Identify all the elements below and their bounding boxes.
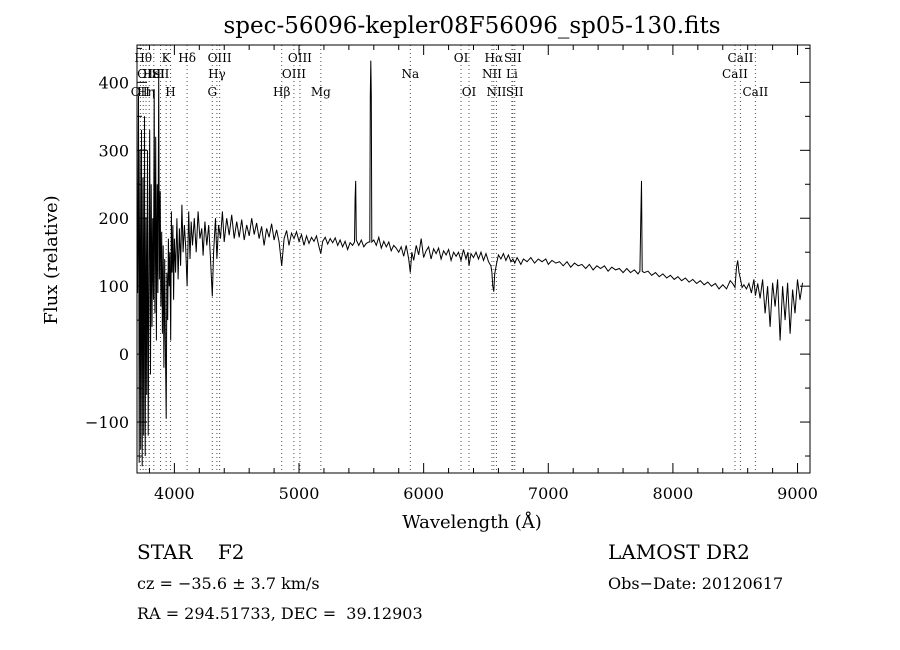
spectral-line-markers: OIIHθHηOIIIHeISIIKHHδGHγOIIIHβOIIIOIIIMg… — [131, 45, 769, 473]
line-label-21: NII — [486, 85, 506, 99]
line-label-7: H — [165, 85, 175, 99]
line-label-10: Hγ — [208, 67, 226, 81]
plot-frame — [136, 44, 811, 474]
line-label-19: NII — [482, 67, 502, 81]
y-tick-label-4: 300 — [98, 141, 129, 160]
y-tick-label-1: 0 — [119, 345, 129, 364]
line-label-14: OIII — [288, 51, 312, 65]
line-label-12: Hβ — [273, 85, 290, 99]
object-type: STAR F2 — [137, 540, 245, 564]
line-label-8: Hδ — [178, 51, 196, 65]
line-label-15: Mg — [311, 85, 331, 99]
line-label-23: SII — [504, 51, 522, 65]
line-label-13: OIII — [282, 67, 306, 81]
line-label-4: HeI — [143, 67, 166, 81]
line-label-2: Hη — [137, 85, 155, 99]
line-label-11: OIII — [208, 51, 232, 65]
line-label-18: OI — [462, 85, 477, 99]
line-label-26: CaII — [728, 51, 754, 65]
line-label-17: OI — [454, 51, 469, 65]
line-label-20: Hα — [485, 51, 504, 65]
line-label-22: Li — [506, 67, 518, 81]
x-tick-label-2: 6000 — [403, 484, 444, 503]
y-axis-label: Flux (relative) — [41, 195, 62, 324]
axes: 4000 5000 6000 7000 8000 9000 −100 0 100 200 300 40… — [85, 45, 818, 503]
line-label-16: Na — [401, 67, 419, 81]
survey-name: LAMOST DR2 — [608, 540, 750, 564]
spectrum-line — [137, 60, 803, 467]
line-label-25: CaII — [722, 67, 748, 81]
x-tick-label-4: 8000 — [653, 484, 694, 503]
line-label-24: SII — [506, 85, 524, 99]
line-label-9: G — [207, 85, 217, 99]
y-tick-label-2: 100 — [98, 277, 129, 296]
x-tick-label-5: 9000 — [777, 484, 818, 503]
x-axis-label: Wavelength (Å) — [402, 511, 542, 533]
line-label-5: SII — [152, 67, 170, 81]
x-tick-label-3: 7000 — [528, 484, 569, 503]
y-tick-label-3: 200 — [98, 209, 129, 228]
y-tick-label-5: 400 — [98, 73, 129, 92]
line-label-6: K — [162, 51, 172, 65]
line-label-3: OIII — [137, 67, 161, 81]
x-tick-label-0: 4000 — [154, 484, 195, 503]
line-label-1: Hθ — [134, 51, 152, 65]
line-label-27: CaII — [742, 85, 768, 99]
redshift-cz: cz = −35.6 ± 3.7 km/s — [137, 574, 320, 593]
x-tick-label-1: 5000 — [279, 484, 320, 503]
chart-title: spec-56096-kepler08F56096_sp05-130.fits — [223, 13, 720, 39]
y-tick-label-0: −100 — [85, 413, 129, 432]
observation-date: Obs−Date: 20120617 — [608, 574, 784, 593]
line-label-0: OII — [131, 85, 151, 99]
sky-coordinates: RA = 294.51733, DEC = 39.12903 — [137, 604, 423, 623]
